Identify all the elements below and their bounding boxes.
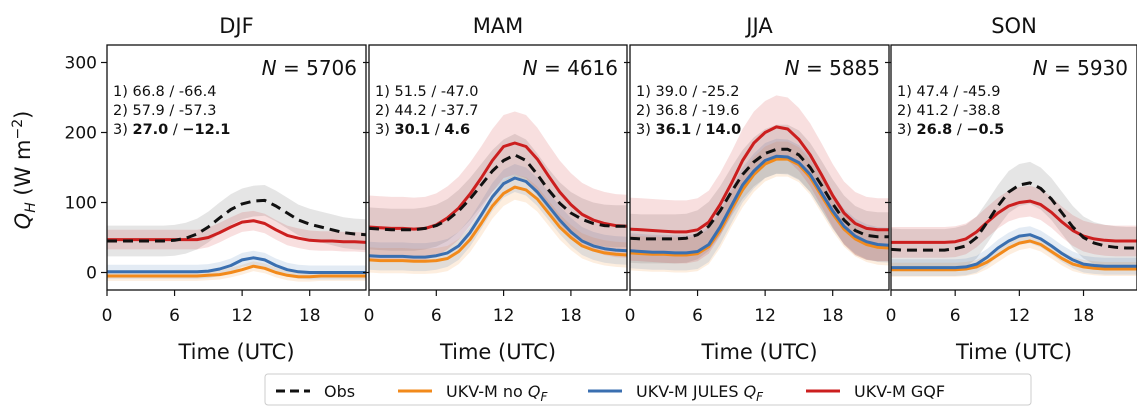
y-tick-label: 200 (65, 124, 97, 144)
series-nqf (891, 239, 1137, 272)
legend-frame (264, 373, 1032, 406)
ylabel-close: ) (11, 111, 35, 119)
x-tick-label: 12 (1009, 306, 1031, 326)
band-obs (891, 161, 1137, 272)
y-tick-label: 300 (65, 54, 97, 74)
stats-line-3: 3) 36.1 / 14.0 (636, 122, 741, 138)
x-tick-label: 18 (560, 306, 582, 326)
legend-label: UKV-M JULES QF (636, 382, 764, 404)
n-count-label: N = 5930 (1033, 56, 1128, 80)
x-tick-label: 6 (169, 306, 180, 326)
panel-title: MAM (473, 14, 524, 38)
series-jules (891, 233, 1137, 270)
legend-item-jules: UKV-M JULES QF (588, 382, 764, 404)
n-count-label: N = 5706 (262, 56, 357, 80)
series-gqf (107, 219, 366, 244)
band-jules (630, 138, 889, 271)
panel-frame (890, 44, 1137, 291)
panel-son: SON N = 5930 1) 47.4 / -45.9 2) 41.2 / -38.… (885, 14, 1137, 364)
x-tick-label: 18 (299, 306, 321, 326)
stats-line-2: 2) 41.2 / -38.8 (897, 103, 1000, 119)
ylabel-symbol: Q (11, 213, 35, 230)
series-nqf (369, 185, 627, 263)
x-axis-label: Time (UTC) (439, 340, 556, 364)
legend-item-gqf: UKV-M GQF (806, 382, 945, 401)
series-gqf (891, 199, 1137, 244)
series-obs (630, 147, 889, 241)
stats-line-1: 1) 66.8 / -66.4 (113, 84, 216, 100)
legend: Obs UKV-M no QF UKV-M JULES QF UKV-M GQF (264, 373, 1032, 406)
x-tick-label: 6 (950, 306, 961, 326)
x-axis-label: Time (UTC) (955, 340, 1072, 364)
x-tick-label: 12 (754, 306, 776, 326)
panel-title: JJA (744, 14, 773, 38)
x-tick-label: 6 (431, 306, 442, 326)
panel-frame (368, 44, 628, 291)
plot-area (630, 95, 889, 273)
series-gqf (369, 141, 627, 231)
stats-line-2: 2) 36.8 / -19.6 (636, 103, 739, 119)
ylabel-exponent: −2 (10, 119, 26, 140)
panel-jja: JJA N = 5885 1) 39.0 / -25.2 2) 36.8 / -19.… (624, 14, 890, 364)
band-gqf (630, 95, 889, 264)
panel-djf: DJF N = 5706 1) 66.8 / -66.4 2) 57.9 / -57.… (65, 14, 367, 364)
legend-label: Obs (324, 382, 355, 401)
series-gqf (630, 125, 889, 234)
legend-label: UKV-M no QF (446, 382, 548, 404)
x-tick-label: 12 (493, 306, 515, 326)
band-nqf (369, 174, 627, 274)
x-tick-label: 0 (625, 306, 636, 326)
svg-text:QH (W m−2): QH (W m−2) (10, 111, 39, 230)
series-obs (107, 198, 366, 243)
x-tick-label: 18 (822, 306, 844, 326)
legend-label: UKV-M GQF (854, 382, 945, 401)
x-axis-label: Time (UTC) (177, 340, 294, 364)
stats-line-3: 3) 30.1 / 4.6 (375, 122, 470, 138)
x-tick-label: 12 (231, 306, 253, 326)
x-axis-label: Time (UTC) (700, 340, 817, 364)
series-jules (630, 154, 889, 255)
y-axis-label: QH (W m−2) (10, 111, 39, 230)
stats-line-1: 1) 39.0 / -25.2 (636, 84, 739, 100)
band-nqf (630, 141, 889, 273)
stats-line-1: 1) 47.4 / -45.9 (897, 84, 1000, 100)
series-obs (891, 181, 1137, 252)
band-gqf (891, 185, 1137, 258)
panel-title: DJF (219, 14, 253, 38)
stats-line-1: 1) 51.5 / -47.0 (375, 84, 478, 100)
panel-frame (629, 44, 890, 291)
stats-line-2: 2) 44.2 / -37.7 (375, 103, 478, 119)
panel-mam: MAM N = 4616 1) 51.5 / -47.0 2) 44.2 / -37.… (363, 14, 628, 364)
x-tick-label: 0 (364, 306, 375, 326)
legend-item-nqf: UKV-M no QF (398, 382, 548, 404)
series-nqf (630, 157, 889, 257)
y-tick-label: 100 (65, 194, 97, 214)
stats-line-3: 3) 27.0 / −12.1 (113, 122, 230, 138)
stats-line-2: 2) 57.9 / -57.3 (113, 103, 216, 119)
x-tick-label: 0 (102, 306, 113, 326)
x-tick-label: 0 (886, 306, 897, 326)
panels-container: DJF N = 5706 1) 66.8 / -66.4 2) 57.9 / -57.… (65, 14, 1137, 364)
y-tick-label: 0 (86, 264, 97, 284)
series-nqf (107, 264, 366, 279)
band-jules (369, 164, 627, 272)
band-obs (630, 124, 889, 264)
legend-item-obs: Obs (276, 382, 355, 401)
plot-area (369, 111, 627, 274)
stats-line-3: 3) 26.8 / −0.5 (897, 122, 1004, 138)
x-tick-label: 6 (692, 306, 703, 326)
plot-area (891, 161, 1137, 277)
series-jules (369, 176, 627, 259)
ylabel-subscript: H (23, 202, 39, 213)
panel-frame (106, 44, 367, 291)
series-jules (107, 256, 366, 274)
plot-area (107, 185, 366, 282)
ylabel-unit: (W m (11, 140, 35, 203)
n-count-label: N = 5885 (785, 56, 880, 80)
panel-title: SON (991, 14, 1037, 38)
n-count-label: N = 4616 (523, 56, 618, 80)
x-tick-label: 18 (1073, 306, 1095, 326)
